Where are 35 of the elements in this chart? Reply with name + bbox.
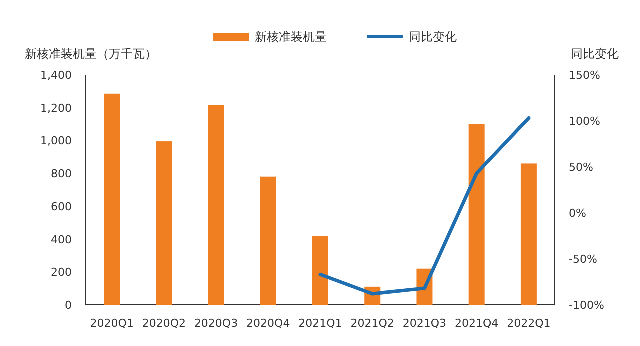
bar bbox=[156, 142, 172, 305]
x-tick-label: 2021Q4 bbox=[455, 317, 499, 330]
y-tick-label: 600 bbox=[51, 200, 72, 214]
x-tick-label: 2020Q2 bbox=[142, 317, 186, 330]
y2-tick-label: -100% bbox=[569, 299, 604, 312]
y-tick-label: 1,200 bbox=[40, 102, 72, 115]
x-tick-label: 2021Q1 bbox=[298, 317, 342, 330]
y-tick-label: 200 bbox=[51, 266, 72, 280]
y2-tick-label: 150% bbox=[569, 69, 600, 82]
legend-label: 新核准装机量 bbox=[255, 30, 327, 44]
y-tick-label: 0 bbox=[65, 299, 72, 312]
x-tick-label: 2020Q3 bbox=[194, 317, 238, 330]
legend-label: 同比变化 bbox=[409, 30, 457, 44]
bar bbox=[104, 94, 120, 305]
y-tick-label: 800 bbox=[51, 168, 72, 181]
x-tick-label: 2021Q3 bbox=[402, 317, 447, 330]
y2-tick-label: 100% bbox=[569, 115, 600, 128]
y2-tick-label: 50% bbox=[569, 161, 594, 174]
y-tick-label: 1,000 bbox=[40, 134, 72, 148]
y-tick-label: 1,400 bbox=[40, 69, 72, 82]
bar bbox=[260, 176, 276, 305]
y2-axis-title: 同比变化 bbox=[571, 47, 619, 61]
bar bbox=[468, 124, 485, 305]
line-series bbox=[318, 116, 531, 296]
x-tick-label: 2021Q2 bbox=[350, 317, 394, 330]
y-axis-title: 新核准装机量（万千瓦） bbox=[25, 47, 157, 61]
x-tick-label: 2020Q4 bbox=[246, 317, 290, 330]
y-tick-label: 400 bbox=[51, 233, 72, 246]
bar bbox=[520, 164, 537, 305]
x-tick-label: 2022Q1 bbox=[507, 317, 551, 330]
y2-tick-label: -50% bbox=[569, 253, 598, 266]
bar bbox=[312, 236, 328, 305]
bar bbox=[208, 105, 224, 305]
x-tick-label: 2020Q1 bbox=[90, 317, 134, 330]
y2-tick-label: 0% bbox=[569, 207, 586, 220]
